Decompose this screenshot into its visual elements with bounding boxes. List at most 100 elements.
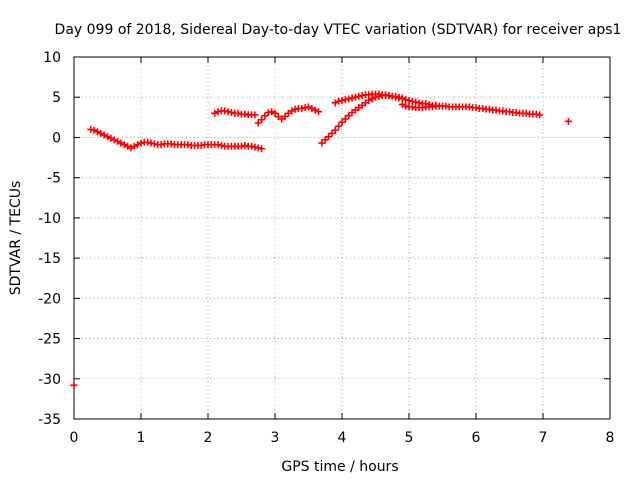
data-point bbox=[348, 94, 356, 102]
data-point bbox=[87, 125, 95, 133]
series bbox=[398, 100, 440, 112]
data-point bbox=[405, 96, 413, 104]
data-point bbox=[499, 107, 507, 115]
series bbox=[70, 117, 572, 389]
y-tick-label: -5 bbox=[47, 171, 61, 187]
data-point bbox=[355, 92, 363, 100]
data-point bbox=[104, 133, 111, 141]
data-point bbox=[485, 105, 493, 113]
data-point bbox=[127, 144, 135, 152]
x-axis-label: GPS time / hours bbox=[281, 459, 398, 475]
data-point bbox=[184, 141, 192, 149]
series bbox=[318, 92, 406, 147]
data-point bbox=[114, 137, 122, 145]
data-point bbox=[217, 141, 225, 149]
data-point bbox=[388, 92, 396, 100]
x-tick-label: 2 bbox=[204, 430, 213, 446]
data-point bbox=[227, 109, 235, 117]
data-point bbox=[70, 381, 78, 389]
data-point bbox=[157, 141, 165, 149]
data-point bbox=[234, 109, 242, 117]
data-point bbox=[358, 92, 366, 100]
data-point bbox=[214, 141, 222, 149]
data-point bbox=[311, 106, 319, 114]
data-point bbox=[291, 105, 299, 113]
data-point bbox=[258, 145, 266, 153]
data-point bbox=[442, 102, 450, 110]
data-points bbox=[70, 90, 572, 389]
data-point bbox=[305, 103, 312, 111]
data-point bbox=[331, 126, 339, 134]
data-point bbox=[375, 90, 383, 98]
data-point bbox=[382, 91, 390, 99]
series bbox=[87, 125, 266, 153]
data-point bbox=[522, 109, 530, 117]
data-point bbox=[268, 108, 276, 116]
data-point bbox=[258, 116, 266, 124]
data-point bbox=[147, 139, 155, 147]
data-point bbox=[506, 108, 513, 116]
x-tick-label: 4 bbox=[338, 430, 347, 446]
data-point bbox=[90, 126, 98, 134]
data-point bbox=[211, 109, 219, 117]
y-tick-label: -15 bbox=[38, 251, 61, 267]
data-point bbox=[254, 144, 262, 152]
data-point bbox=[492, 106, 500, 114]
data-point bbox=[341, 115, 349, 123]
data-point bbox=[351, 93, 359, 101]
data-point bbox=[221, 107, 229, 115]
data-point bbox=[130, 142, 138, 150]
data-point bbox=[345, 112, 353, 120]
y-tick-label: 5 bbox=[52, 90, 61, 106]
data-point bbox=[402, 96, 410, 104]
data-point bbox=[107, 134, 115, 142]
data-point bbox=[338, 118, 346, 126]
chart-title: Day 099 of 2018, Sidereal Day-to-day VTE… bbox=[55, 22, 622, 38]
data-point bbox=[395, 94, 403, 102]
data-point bbox=[465, 103, 473, 111]
data-point bbox=[315, 108, 323, 116]
data-point bbox=[308, 104, 316, 112]
data-point bbox=[167, 140, 175, 148]
series bbox=[211, 103, 323, 127]
data-point bbox=[110, 136, 118, 144]
data-point bbox=[134, 141, 142, 149]
data-point bbox=[137, 139, 145, 147]
y-axis-label: SDTVAR / TECUs bbox=[8, 181, 24, 296]
data-point bbox=[120, 141, 128, 149]
axis-ticks bbox=[73, 56, 611, 420]
series bbox=[331, 90, 544, 119]
x-tick-label: 5 bbox=[405, 430, 414, 446]
data-point bbox=[328, 129, 336, 137]
data-point bbox=[97, 129, 105, 137]
data-point bbox=[398, 100, 406, 108]
data-point bbox=[197, 141, 205, 149]
data-point bbox=[402, 102, 410, 110]
data-point bbox=[281, 113, 289, 121]
data-point bbox=[117, 139, 125, 147]
x-tick-label: 3 bbox=[271, 430, 280, 446]
data-point bbox=[532, 110, 540, 118]
y-tick-label: -35 bbox=[38, 412, 61, 428]
y-tick-label: -20 bbox=[38, 291, 61, 307]
data-point bbox=[536, 111, 544, 119]
data-point bbox=[214, 108, 222, 116]
data-point bbox=[321, 136, 329, 144]
data-point bbox=[261, 112, 269, 120]
data-point bbox=[472, 104, 480, 112]
data-point bbox=[512, 109, 520, 117]
data-point bbox=[345, 95, 353, 103]
data-point bbox=[564, 117, 572, 125]
data-point bbox=[418, 104, 426, 112]
y-tick-labels: -35 -30 -25 -20 -15 -10 -5 0 5 10 bbox=[38, 50, 61, 428]
y-tick-label: 0 bbox=[52, 130, 61, 146]
data-point bbox=[428, 103, 436, 111]
data-point bbox=[298, 104, 306, 112]
data-point bbox=[264, 109, 272, 117]
x-tick-labels: 0 1 2 3 4 5 6 7 8 bbox=[70, 430, 615, 446]
data-point bbox=[392, 93, 400, 101]
data-point bbox=[271, 109, 279, 117]
data-point bbox=[385, 92, 393, 100]
data-point bbox=[335, 122, 343, 130]
data-point bbox=[341, 96, 349, 104]
